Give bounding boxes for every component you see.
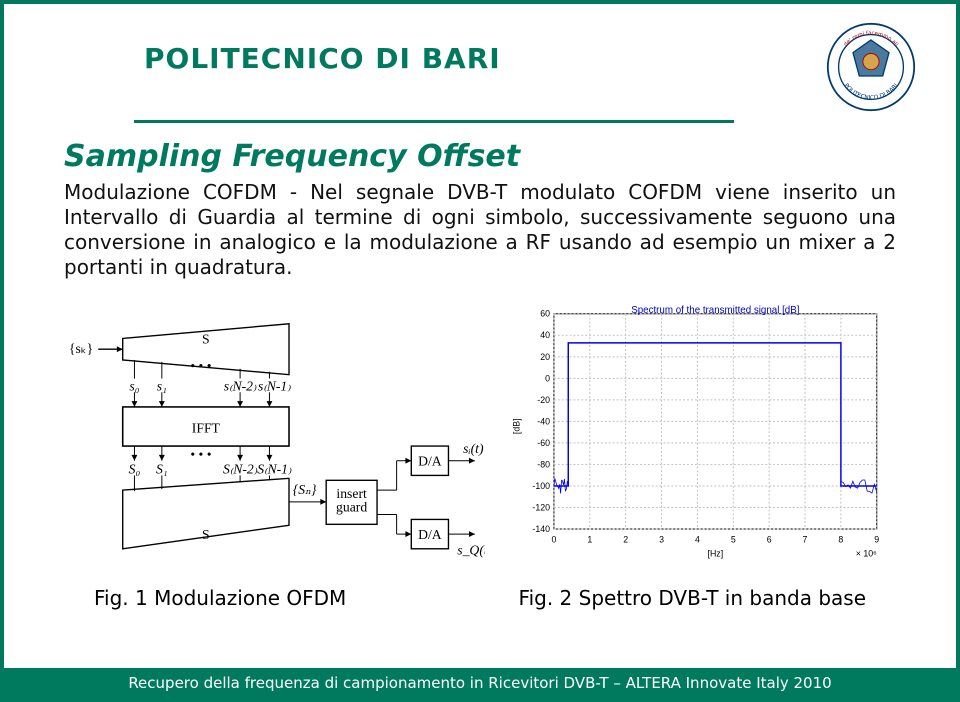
svg-text:D/A: D/A <box>418 527 442 542</box>
dvbt-spectrum-chart: Spectrum of the transmitted signal [dB] … <box>505 304 896 568</box>
svg-text:S₍N-1₎: S₍N-1₎ <box>257 461 292 476</box>
svg-text:-80: -80 <box>537 459 550 469</box>
chart-ylabel: [dB] <box>511 418 521 434</box>
svg-text:s₍N-2₎: s₍N-2₎ <box>224 378 257 393</box>
footer-text: Recupero della frequenza di campionament… <box>128 674 831 692</box>
content: Sampling Frequency Offset Modulazione CO… <box>4 123 956 610</box>
svg-text:-20: -20 <box>537 395 550 405</box>
taps-bottom: • • • S₀ S₁ S₍N-2₎ S₍N-1₎ <box>129 446 292 476</box>
svg-text:40: 40 <box>540 330 550 340</box>
svg-text:S₀: S₀ <box>129 461 141 476</box>
svg-text:4: 4 <box>695 535 700 545</box>
diagram-input-label: {sₖ} <box>69 341 93 356</box>
svg-text:{Sₙ}: {Sₙ} <box>293 482 317 497</box>
svg-text:6: 6 <box>766 535 771 545</box>
svg-text:s₍N-1₎: s₍N-1₎ <box>258 378 291 393</box>
svg-text:s_Q(t): s_Q(t) <box>457 542 484 558</box>
svg-text:-60: -60 <box>537 438 550 448</box>
svg-text:S: S <box>202 527 210 542</box>
svg-text:IFFT: IFFT <box>192 420 221 435</box>
svg-text:0: 0 <box>545 373 550 383</box>
header: POLITECNICO DI BARI de' remi facemmo ali… <box>4 4 956 112</box>
chart-xmultiplier: × 10⁶ <box>855 548 876 558</box>
svg-text:guard: guard <box>336 499 367 514</box>
figures-row: {sₖ} S • • • s₀ s₁ s₍N-2₎ s₍N-1₎ IFFT <box>64 304 896 568</box>
svg-text:D/A: D/A <box>418 453 442 468</box>
svg-text:-40: -40 <box>537 416 550 426</box>
svg-text:-100: -100 <box>532 481 550 491</box>
svg-text:sᵢ(t): sᵢ(t) <box>463 441 484 457</box>
svg-text:s₀: s₀ <box>129 378 139 393</box>
svg-text:8: 8 <box>838 535 843 545</box>
svg-text:s₁: s₁ <box>157 378 167 393</box>
ofdm-modulator-diagram: {sₖ} S • • • s₀ s₁ s₍N-2₎ s₍N-1₎ IFFT <box>64 314 485 559</box>
svg-text:60: 60 <box>540 309 550 319</box>
svg-text:20: 20 <box>540 352 550 362</box>
svg-text:5: 5 <box>730 535 735 545</box>
svg-text:1: 1 <box>587 535 592 545</box>
fig2-caption: Fig. 2 Spettro DVB-T in banda base <box>519 586 866 610</box>
svg-text:-120: -120 <box>532 502 550 512</box>
fig1-caption: Fig. 1 Modulazione OFDM <box>94 586 346 610</box>
poliba-logo: de' remi facemmo ali POLITECNICO DI BARI <box>826 22 916 112</box>
svg-text:3: 3 <box>659 535 664 545</box>
svg-text:7: 7 <box>802 535 807 545</box>
section-title: Sampling Frequency Offset <box>64 139 896 174</box>
svg-text:• • •: • • • <box>190 447 211 462</box>
taps-top: • • • s₀ s₁ s₍N-2₎ s₍N-1₎ <box>129 359 291 394</box>
svg-text:S₁: S₁ <box>156 461 168 476</box>
svg-text:-140: -140 <box>532 524 550 534</box>
svg-text:S₍N-2₎: S₍N-2₎ <box>223 461 258 476</box>
svg-text:2: 2 <box>623 535 628 545</box>
svg-text:• • •: • • • <box>190 359 211 374</box>
header-title: POLITECNICO DI BARI <box>144 42 501 75</box>
svg-text:9: 9 <box>874 535 879 545</box>
chart-xlabel: [Hz] <box>707 548 723 558</box>
body-text: Modulazione COFDM - Nel segnale DVB-T mo… <box>64 180 896 280</box>
svg-text:S: S <box>202 331 210 346</box>
svg-text:0: 0 <box>551 535 556 545</box>
footer-bar: Recupero della frequenza di campionament… <box>4 668 956 698</box>
captions-row: Fig. 1 Modulazione OFDM Fig. 2 Spettro D… <box>64 586 896 610</box>
